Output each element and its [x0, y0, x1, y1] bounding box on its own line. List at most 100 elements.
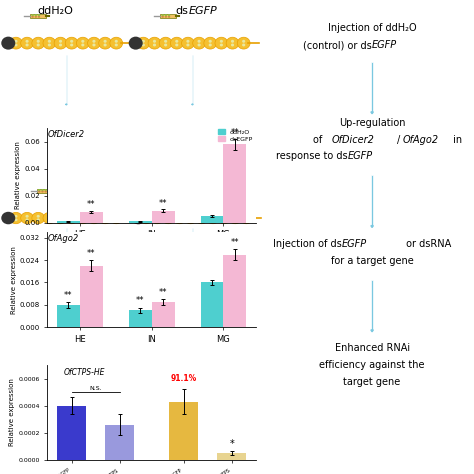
Circle shape: [99, 37, 111, 49]
Circle shape: [142, 44, 145, 46]
Circle shape: [209, 44, 212, 46]
FancyBboxPatch shape: [192, 228, 193, 263]
Polygon shape: [191, 104, 193, 105]
Circle shape: [174, 189, 176, 191]
Bar: [30, 14, 46, 18]
Circle shape: [99, 212, 111, 224]
Circle shape: [155, 219, 159, 221]
Circle shape: [35, 14, 37, 16]
Circle shape: [209, 40, 212, 43]
Circle shape: [81, 40, 84, 43]
Text: Enhanced RNAi: Enhanced RNAi: [335, 343, 410, 354]
Circle shape: [70, 40, 73, 43]
Circle shape: [38, 191, 40, 192]
Circle shape: [231, 40, 234, 43]
Bar: [217, 453, 246, 460]
Circle shape: [26, 219, 28, 221]
Text: or dsRNA: or dsRNA: [402, 239, 451, 249]
Text: EGFP: EGFP: [66, 177, 91, 188]
Y-axis label: Relative expression: Relative expression: [11, 246, 17, 314]
Circle shape: [76, 37, 89, 49]
Circle shape: [159, 37, 172, 49]
FancyBboxPatch shape: [192, 55, 193, 104]
Circle shape: [14, 44, 18, 46]
Circle shape: [184, 212, 197, 224]
Circle shape: [54, 212, 67, 224]
Text: target gene: target gene: [192, 191, 250, 201]
Text: (control) or ds: (control) or ds: [303, 40, 372, 50]
Circle shape: [70, 219, 73, 221]
Circle shape: [242, 40, 245, 43]
Text: **: **: [159, 288, 167, 297]
Bar: [105, 425, 134, 460]
Circle shape: [81, 44, 84, 46]
Bar: [80, 266, 103, 327]
Circle shape: [59, 219, 62, 221]
Circle shape: [165, 16, 167, 18]
Circle shape: [48, 44, 51, 46]
Circle shape: [148, 37, 161, 49]
Circle shape: [115, 44, 118, 46]
Circle shape: [115, 40, 118, 43]
Circle shape: [76, 212, 89, 224]
Bar: [57, 221, 80, 223]
Circle shape: [137, 37, 150, 49]
Text: target gene: target gene: [344, 376, 401, 387]
Circle shape: [237, 37, 250, 49]
Circle shape: [142, 40, 145, 43]
Circle shape: [92, 219, 96, 221]
Circle shape: [215, 37, 228, 49]
Bar: [152, 302, 174, 327]
Circle shape: [70, 215, 73, 218]
Circle shape: [38, 16, 40, 18]
Circle shape: [81, 215, 84, 218]
Circle shape: [21, 212, 34, 224]
Text: or: or: [73, 177, 86, 188]
Polygon shape: [65, 104, 67, 105]
Bar: [224, 255, 246, 327]
Circle shape: [145, 215, 147, 218]
Circle shape: [177, 191, 180, 192]
Circle shape: [65, 212, 78, 224]
Text: EGFP: EGFP: [189, 6, 217, 16]
Text: ddH₂O: ddH₂O: [38, 6, 73, 16]
Circle shape: [198, 40, 201, 43]
Circle shape: [115, 219, 118, 221]
Circle shape: [59, 40, 62, 43]
Text: EGFP: EGFP: [341, 239, 367, 249]
Circle shape: [140, 212, 152, 224]
Circle shape: [14, 215, 18, 218]
Text: **: **: [87, 200, 96, 209]
Bar: [160, 14, 176, 18]
Circle shape: [211, 215, 214, 218]
Circle shape: [168, 16, 170, 18]
Circle shape: [14, 40, 18, 43]
Circle shape: [103, 44, 107, 46]
Text: ds: ds: [48, 191, 60, 201]
Legend: ddH₂O, dsEGFP: ddH₂O, dsEGFP: [219, 129, 253, 142]
FancyBboxPatch shape: [372, 175, 373, 226]
Circle shape: [189, 219, 192, 221]
Circle shape: [110, 212, 123, 224]
Circle shape: [26, 44, 28, 46]
Circle shape: [175, 44, 178, 46]
Polygon shape: [371, 226, 374, 228]
Circle shape: [88, 212, 100, 224]
Circle shape: [32, 37, 45, 49]
Circle shape: [38, 189, 40, 191]
Circle shape: [88, 37, 100, 49]
Circle shape: [220, 40, 223, 43]
Circle shape: [234, 219, 237, 221]
Circle shape: [54, 37, 67, 49]
Circle shape: [103, 40, 107, 43]
Text: **: **: [231, 128, 239, 137]
Text: **: **: [64, 291, 73, 300]
Text: Injection of ddH₂O: Injection of ddH₂O: [328, 23, 416, 34]
Text: EGFP: EGFP: [347, 151, 373, 162]
Circle shape: [200, 215, 203, 218]
Circle shape: [173, 212, 186, 224]
Circle shape: [164, 40, 167, 43]
Text: OfAgo2: OfAgo2: [402, 135, 439, 145]
Circle shape: [92, 44, 96, 46]
Circle shape: [21, 37, 34, 49]
